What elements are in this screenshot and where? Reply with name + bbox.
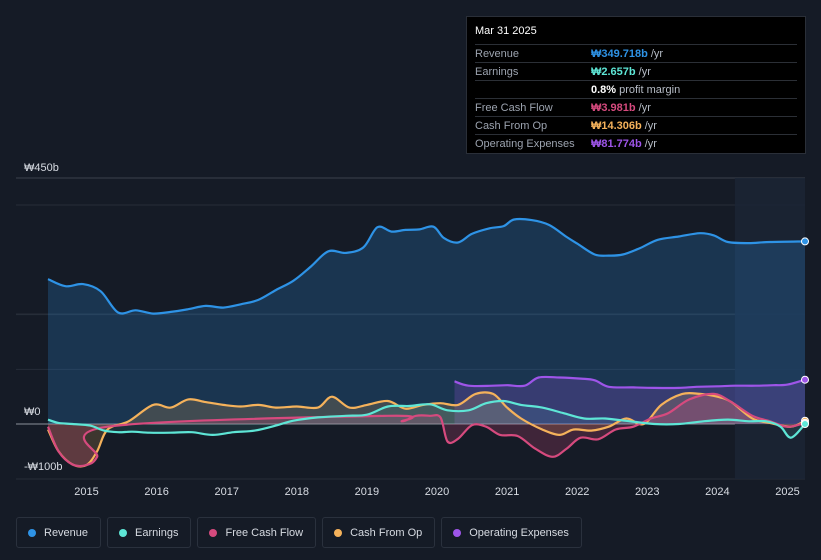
legend-dot-icon xyxy=(28,528,36,537)
tooltip-row-value: ₩14.306b xyxy=(591,119,642,132)
earnings-line xyxy=(47,399,806,439)
tooltip-row-label: Free Cash Flow xyxy=(475,101,553,114)
x-tick-label: 2022 xyxy=(565,486,589,498)
revenue-area xyxy=(48,219,805,424)
operating-expenses-line xyxy=(454,375,806,390)
tooltip-row-value: ₩81.774b xyxy=(591,137,642,150)
tooltip-row-value: ₩2.657b xyxy=(591,65,636,78)
legend-label: Earnings xyxy=(135,526,179,539)
legend-item-revenue[interactable]: Revenue xyxy=(16,517,102,548)
tooltip-row-unit: profit margin xyxy=(619,83,681,96)
tooltip-row: Free Cash Flow ₩3.981b/yr xyxy=(475,98,797,116)
x-axis-ticks: 2015 2016 2017 2018 2019 2020 2021 2022 2023 2024… xyxy=(74,486,799,498)
tooltip-row-label: Operating Expenses xyxy=(475,137,575,150)
tooltip-row-value: 0.8% xyxy=(591,83,617,96)
tooltip-date: Mar 31 2025 xyxy=(475,25,537,37)
tooltip-row-unit: /yr xyxy=(638,65,651,78)
x-tick-label: 2021 xyxy=(495,486,519,498)
legend-dot-icon xyxy=(209,528,218,537)
x-tick-label: 2024 xyxy=(705,486,729,498)
operating-expenses-area xyxy=(454,376,805,424)
chart-legend: Revenue Earnings Free Cash Flow Cash From O… xyxy=(16,517,582,548)
y-axis-top-label: ₩450b xyxy=(24,162,59,174)
cash-from-op-area xyxy=(48,392,805,467)
revenue-line xyxy=(47,217,806,315)
legend-label: Free Cash Flow xyxy=(225,526,304,539)
earnings-area xyxy=(48,400,805,438)
tooltip-row-label: Cash From Op xyxy=(475,119,548,132)
tooltip-row-unit: /yr xyxy=(638,101,651,114)
legend-dot-icon xyxy=(453,528,462,537)
earnings-endpoint xyxy=(801,420,809,428)
forecast-region xyxy=(734,178,805,479)
legend-dot-icon xyxy=(119,528,128,537)
tooltip-row-value: ₩3.981b xyxy=(591,101,636,114)
x-tick-label: 2025 xyxy=(775,486,799,498)
x-tick-label: 2018 xyxy=(285,486,309,498)
y-axis-zero-label: ₩0 xyxy=(24,406,41,418)
x-tick-label: 2023 xyxy=(635,486,659,498)
legend-dot-icon xyxy=(334,528,343,537)
tooltip-row-value: ₩349.718b xyxy=(591,47,648,60)
x-tick-label: 2019 xyxy=(355,486,379,498)
x-tick-label: 2017 xyxy=(214,486,238,498)
legend-label: Cash From Op xyxy=(350,526,423,539)
x-tick-label: 2015 xyxy=(74,486,98,498)
series-endpoints xyxy=(801,237,809,428)
tooltip-row-unit: /yr xyxy=(644,137,657,150)
legend-label: Revenue xyxy=(44,526,89,539)
revenue-endpoint xyxy=(801,237,809,246)
tooltip-row-unit: /yr xyxy=(644,119,657,132)
legend-label: Operating Expenses xyxy=(469,526,569,539)
tooltip-rows: Revenue ₩349.718b/yr Earnings ₩2.657b/yr 0.8… xyxy=(475,44,797,152)
legend-item-operating-expenses[interactable]: Operating Expenses xyxy=(441,517,582,548)
y-axis-bottom-label: -₩100b xyxy=(24,461,63,473)
axis-labels: ₩450b ₩0 -₩100b xyxy=(24,162,63,473)
series-areas xyxy=(48,219,805,467)
tooltip-row: 0.8% profit margin xyxy=(475,80,797,98)
tooltip-row-label: Revenue xyxy=(475,47,520,60)
data-tooltip: Mar 31 2025 Revenue ₩349.718b/yr Earnings ₩… xyxy=(466,16,806,154)
operating-expenses-endpoint xyxy=(801,375,809,384)
free-cash-flow-line xyxy=(46,392,806,468)
x-tick-label: 2016 xyxy=(144,486,168,498)
tooltip-row: Earnings ₩2.657b/yr xyxy=(475,62,797,80)
series-lines xyxy=(46,217,806,468)
tooltip-row-unit: /yr xyxy=(650,47,664,60)
legend-item-earnings[interactable]: Earnings xyxy=(107,517,192,548)
x-tick-label: 2020 xyxy=(425,486,449,498)
legend-item-cash-from-op[interactable]: Cash From Op xyxy=(322,517,436,548)
legend-item-free-cash-flow[interactable]: Free Cash Flow xyxy=(197,517,317,548)
tooltip-row: Operating Expenses ₩81.774b/yr xyxy=(475,134,797,152)
tooltip-row: Revenue ₩349.718b/yr xyxy=(475,44,797,62)
tooltip-row-label: Earnings xyxy=(475,65,519,78)
tooltip-row: Cash From Op ₩14.306b/yr xyxy=(475,116,797,134)
